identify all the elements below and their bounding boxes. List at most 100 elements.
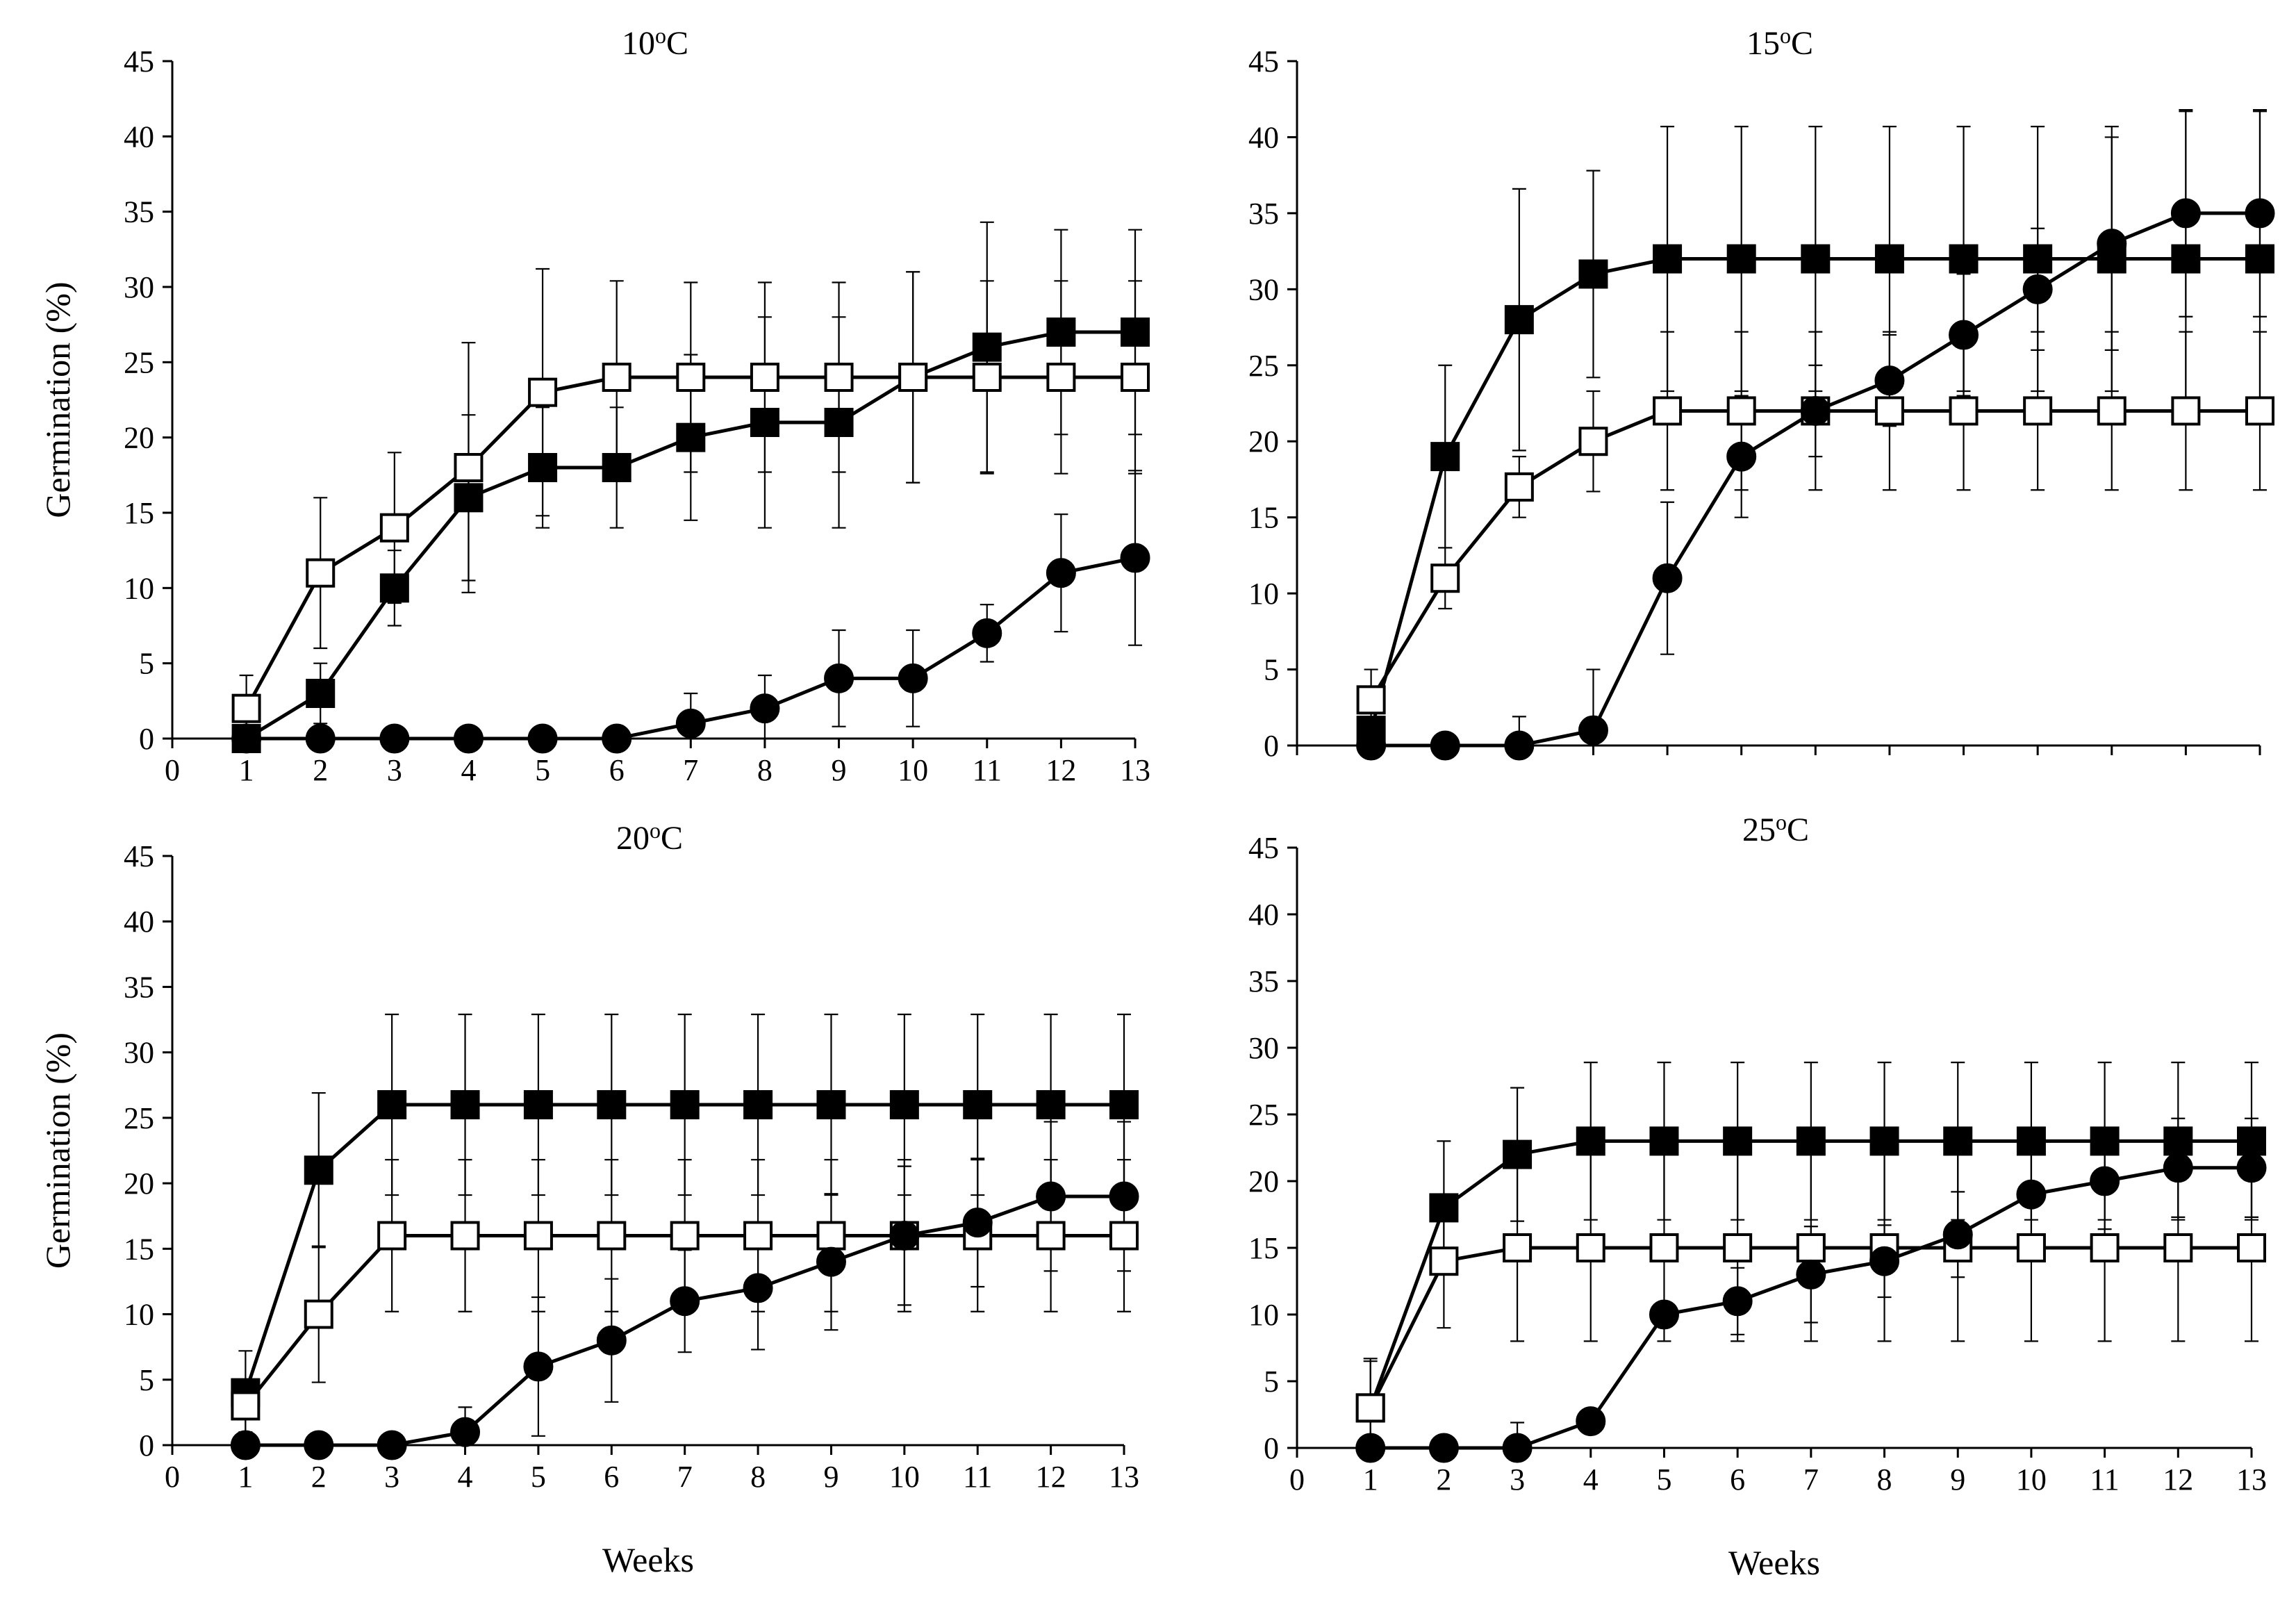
data-point-filled-square <box>676 422 706 452</box>
data-point-open-square <box>972 363 1002 392</box>
data-point-filled-square <box>1869 1126 1899 1156</box>
data-point-filled-circle <box>1869 1246 1900 1276</box>
data-point-filled-circle <box>1942 1219 1973 1250</box>
data-point-open-square <box>602 363 631 392</box>
data-point-filled-circle <box>898 663 928 693</box>
data-point-open-square <box>597 1221 627 1251</box>
data-point-filled-circle <box>1578 715 1608 746</box>
y-tick-label: 30 <box>124 1036 154 1070</box>
y-tick-label: 5 <box>139 647 154 681</box>
data-point-filled-square <box>1649 1126 1679 1156</box>
data-point-filled-circle <box>1796 1259 1826 1290</box>
x-axis-label: Weeks <box>602 1540 694 1579</box>
data-point-filled-square <box>1504 305 1534 335</box>
x-tick-label: 7 <box>1803 1463 1819 1497</box>
data-point-open-square <box>1796 1233 1826 1262</box>
data-point-filled-square <box>2016 1126 2046 1156</box>
data-point-filled-square <box>670 1090 700 1120</box>
data-point-open-square <box>1429 1246 1459 1276</box>
data-point-filled-circle <box>2163 1153 2193 1183</box>
data-point-filled-circle <box>2245 198 2275 229</box>
y-tick-label: 45 <box>124 44 154 79</box>
y-tick-label: 45 <box>124 839 154 873</box>
data-point-filled-square <box>2171 244 2201 274</box>
data-point-filled-circle <box>743 1273 773 1303</box>
data-point-filled-circle <box>379 723 410 754</box>
data-point-filled-square <box>2237 1126 2266 1156</box>
x-tick-label: 12 <box>2163 1463 2193 1497</box>
data-point-filled-circle <box>1355 1433 1386 1463</box>
data-point-open-square <box>2097 396 2126 426</box>
y-tick-label: 30 <box>1248 1031 1279 1065</box>
data-point-filled-circle <box>2097 229 2127 259</box>
data-point-open-square <box>1576 1233 1605 1262</box>
x-tick-label: 11 <box>2090 1463 2119 1497</box>
x-tick-label: 0 <box>1289 1463 1305 1497</box>
data-point-filled-square <box>454 483 484 513</box>
data-point-filled-circle <box>1120 543 1150 573</box>
panel-title: 10oC <box>622 23 688 62</box>
data-point-filled-circle <box>1576 1406 1606 1437</box>
data-point-filled-circle <box>1949 320 1979 350</box>
y-tick-label: 35 <box>124 970 154 1004</box>
x-tick-label: 11 <box>963 1460 992 1494</box>
data-point-filled-circle <box>670 1286 700 1317</box>
data-point-filled-circle <box>1502 1433 1533 1463</box>
x-tick-label: 13 <box>1120 753 1150 787</box>
data-point-filled-square <box>1036 1090 1066 1120</box>
y-tick-label: 40 <box>124 905 154 939</box>
data-point-open-square <box>816 1221 846 1251</box>
data-point-open-square <box>379 513 409 543</box>
data-point-filled-circle <box>1504 730 1535 761</box>
data-point-filled-square <box>1943 1126 1973 1156</box>
y-tick-label: 5 <box>139 1363 154 1397</box>
y-tick-label: 40 <box>124 120 154 154</box>
y-tick-label: 35 <box>124 195 154 229</box>
data-point-open-square <box>2016 1233 2046 1262</box>
data-point-open-square <box>1949 396 1979 426</box>
data-point-filled-circle <box>1649 1299 1679 1330</box>
data-point-open-square <box>306 558 336 588</box>
data-point-filled-square <box>750 408 779 437</box>
data-point-filled-square <box>2023 244 2053 274</box>
y-axis-label: Germination (%) <box>38 281 77 518</box>
x-tick-label: 11 <box>973 753 1002 787</box>
y-tick-label: 0 <box>139 722 154 756</box>
data-point-filled-circle <box>1726 441 1757 472</box>
data-point-open-square <box>2245 396 2274 426</box>
data-point-filled-circle <box>231 723 262 754</box>
data-point-filled-square <box>743 1090 773 1120</box>
y-tick-label: 25 <box>124 1101 154 1135</box>
data-point-filled-square <box>1430 442 1460 472</box>
data-point-filled-square <box>1949 244 1979 274</box>
data-point-open-square <box>2023 396 2053 426</box>
x-tick-label: 13 <box>2236 1463 2267 1497</box>
y-tick-label: 40 <box>1248 120 1279 154</box>
data-point-filled-square <box>1121 318 1150 347</box>
data-point-open-square <box>1430 563 1460 593</box>
data-point-filled-circle <box>2022 274 2053 304</box>
x-tick-label: 10 <box>889 1460 920 1494</box>
data-point-open-square <box>898 363 928 392</box>
data-point-open-square <box>2090 1233 2120 1262</box>
data-point-filled-square <box>824 408 854 437</box>
data-point-filled-square <box>306 679 336 708</box>
x-tick-label: 5 <box>535 753 550 787</box>
data-point-open-square <box>1503 1233 1533 1262</box>
y-tick-label: 30 <box>124 270 154 304</box>
data-point-filled-square <box>816 1090 846 1120</box>
data-point-filled-square <box>972 332 1002 362</box>
data-point-filled-circle <box>523 1351 554 1382</box>
data-point-filled-square <box>377 1090 407 1120</box>
x-tick-label: 9 <box>1950 1463 1965 1497</box>
data-point-filled-circle <box>1356 730 1387 761</box>
x-tick-label: 7 <box>677 1460 693 1494</box>
y-tick-label: 10 <box>124 1298 154 1332</box>
y-tick-label: 20 <box>124 1167 154 1201</box>
y-tick-label: 25 <box>1248 349 1279 383</box>
x-tick-label: 12 <box>1046 753 1076 787</box>
data-point-filled-circle <box>450 1417 481 1447</box>
data-point-filled-square <box>379 573 409 603</box>
data-point-open-square <box>824 363 854 392</box>
